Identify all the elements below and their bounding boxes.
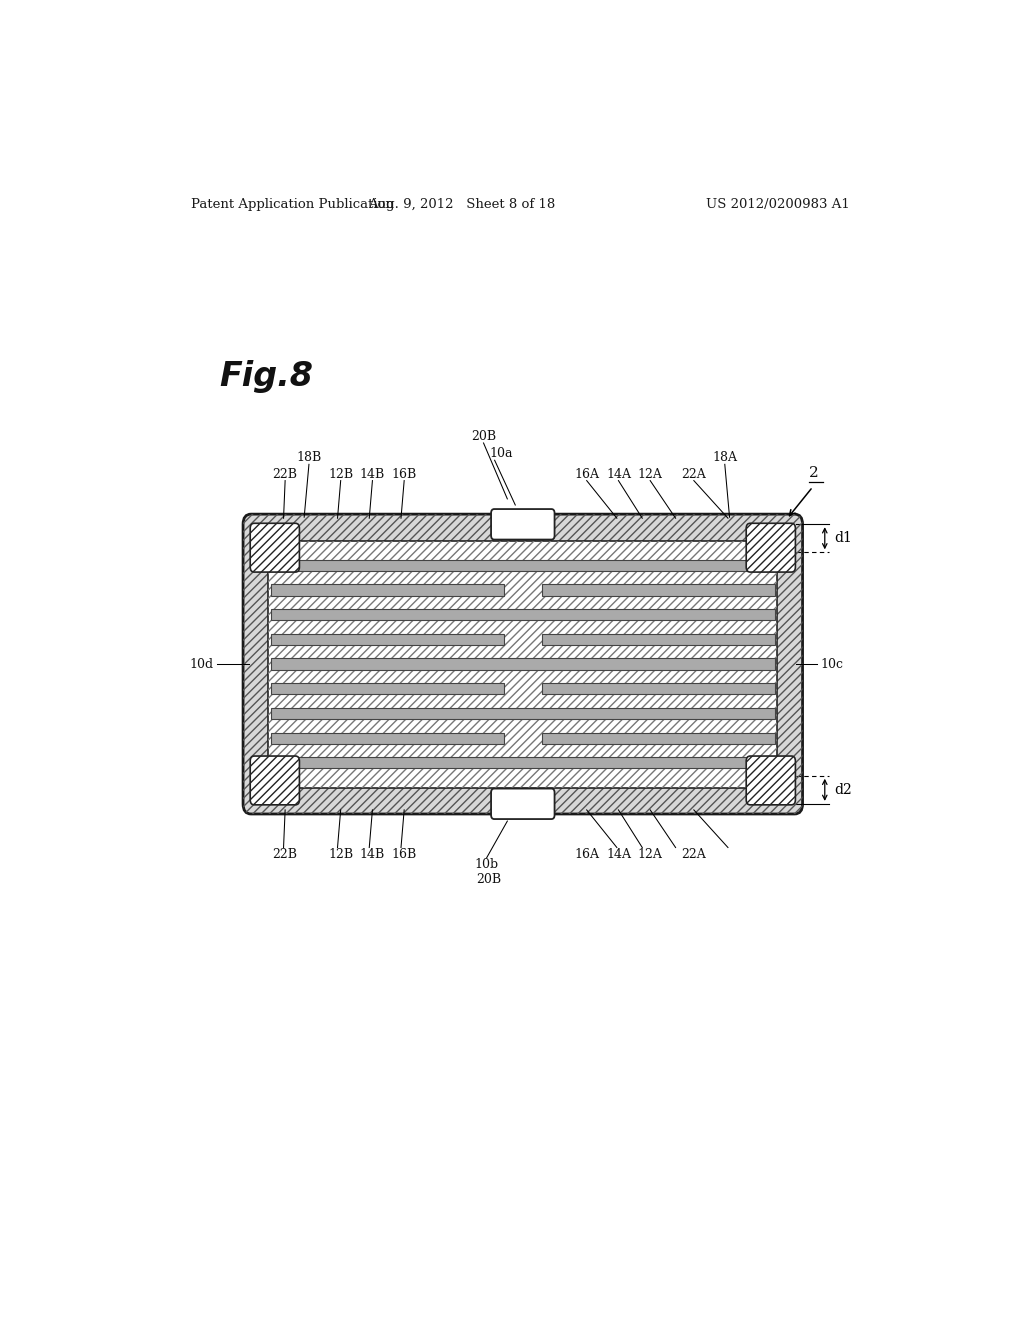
Text: 10b: 10b — [475, 858, 499, 871]
Text: US 2012/0200983 A1: US 2012/0200983 A1 — [707, 198, 850, 211]
Text: 10a: 10a — [489, 447, 513, 461]
Text: 12A: 12A — [638, 847, 663, 861]
FancyBboxPatch shape — [250, 523, 299, 572]
Bar — [270, 758, 775, 768]
Text: 10d: 10d — [189, 657, 214, 671]
Text: 16B: 16B — [391, 847, 417, 861]
Bar — [270, 733, 504, 743]
Text: 22A: 22A — [681, 847, 707, 861]
Bar — [542, 585, 775, 595]
Bar — [542, 634, 775, 645]
Text: 12B: 12B — [328, 847, 353, 861]
Bar — [268, 541, 777, 788]
Text: 12B: 12B — [328, 467, 353, 480]
Text: 22A: 22A — [681, 467, 707, 480]
Text: 18A: 18A — [713, 451, 737, 465]
Text: Fig.8: Fig.8 — [219, 360, 313, 393]
Text: 12A: 12A — [638, 467, 663, 480]
FancyBboxPatch shape — [250, 756, 299, 805]
Text: 14B: 14B — [359, 467, 385, 480]
Text: 22B: 22B — [272, 847, 298, 861]
Text: 16A: 16A — [574, 467, 599, 480]
Text: d2: d2 — [835, 783, 852, 797]
Text: 14A: 14A — [606, 847, 631, 861]
Text: 20B: 20B — [476, 873, 502, 886]
Bar — [270, 560, 775, 570]
Text: Patent Application Publication: Patent Application Publication — [191, 198, 394, 211]
Text: 2: 2 — [809, 466, 818, 479]
Text: 20B: 20B — [471, 430, 496, 444]
FancyBboxPatch shape — [492, 788, 555, 818]
FancyBboxPatch shape — [243, 515, 803, 814]
Text: d1: d1 — [835, 531, 852, 545]
FancyBboxPatch shape — [746, 756, 796, 805]
Text: 10c: 10c — [820, 657, 843, 671]
Bar — [268, 541, 777, 788]
Bar — [270, 585, 504, 595]
Bar — [270, 684, 504, 694]
Bar — [270, 659, 775, 669]
Text: 18B: 18B — [296, 451, 322, 465]
Bar — [542, 684, 775, 694]
FancyBboxPatch shape — [746, 523, 796, 572]
Text: 22B: 22B — [272, 467, 298, 480]
Text: 16B: 16B — [391, 467, 417, 480]
Text: 14A: 14A — [606, 467, 631, 480]
Bar — [542, 733, 775, 743]
Bar — [270, 708, 775, 719]
FancyBboxPatch shape — [492, 510, 555, 540]
Text: Aug. 9, 2012   Sheet 8 of 18: Aug. 9, 2012 Sheet 8 of 18 — [368, 198, 555, 211]
Bar — [270, 634, 504, 645]
Text: 14B: 14B — [359, 847, 385, 861]
Text: 16A: 16A — [574, 847, 599, 861]
Bar — [270, 609, 775, 620]
